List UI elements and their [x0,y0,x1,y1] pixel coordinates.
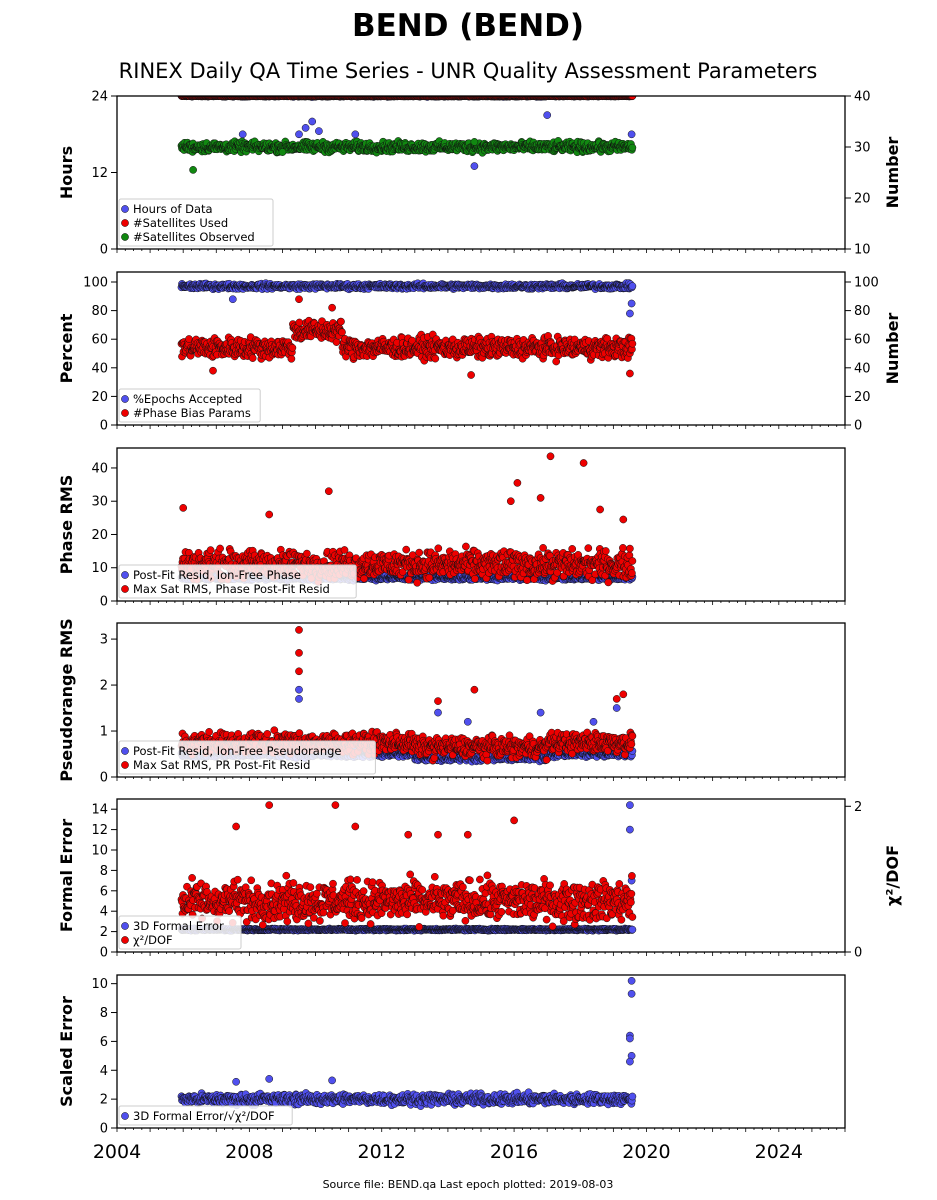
outlier-point [238,130,247,139]
outlier-point [278,148,287,156]
panel-1-points [177,96,637,174]
data-point [337,317,345,326]
outlier-point [295,130,303,139]
data-point [431,354,440,363]
data-point [248,354,257,362]
y-axis-label-right: Number [883,313,902,385]
y-right-tick-label: 30 [854,141,871,156]
outlier-point [626,369,634,378]
outlier-point [295,295,303,304]
outlier-point [470,162,479,170]
data-point [628,339,637,348]
outlier-point [315,127,323,135]
y-tick-label: 12 [91,166,108,181]
legend: Hours of Data#Satellites Used#Satellites… [118,198,274,247]
y-tick-label: 100 [83,276,108,291]
outlier-point [627,299,636,308]
series--epochs-accepted [177,279,637,318]
data-point [287,354,296,363]
y-right-tick-label: 20 [854,192,871,207]
data-point [288,343,297,352]
outlier-point [228,295,237,304]
outlier-point [301,124,310,132]
y-right-tick-label: 80 [854,304,871,319]
legend-entry: #Phase Bias Params [133,406,251,420]
legend-marker [121,219,129,227]
y-tick-label: 80 [91,304,108,319]
outlier-point [328,303,336,312]
y-tick-label: 20 [91,390,108,405]
legend-frame [118,198,274,247]
data-point [338,328,346,337]
legend-marker [121,233,129,241]
y-axis-label: Hours [57,146,76,199]
y-right-tick-label: 100 [854,276,879,291]
y-right-tick-label: 40 [854,90,871,105]
series-hours-of-data [177,96,637,170]
y-right-tick-label: 0 [854,419,862,434]
data-point [628,282,637,290]
y-tick-label: 24 [91,90,108,105]
data-point [628,143,637,152]
outlier-point [209,366,217,375]
y-axis-label: Percent [57,313,76,383]
outlier-point [626,309,634,318]
data-point [408,336,417,345]
y-right-tick-label: 60 [854,333,871,348]
outlier-point [351,130,360,139]
legend-entry: #Satellites Observed [133,230,255,244]
legend-marker [121,205,129,213]
legend-entry: %Epochs Accepted [133,392,242,406]
data-point [603,334,612,343]
y-right-tick-label: 10 [854,243,871,258]
outlier-point [308,117,317,126]
legend-frame [118,388,261,423]
outlier-point [543,111,552,119]
legend: %Epochs Accepted#Phase Bias Params [118,388,261,423]
legend-entry: Hours of Data [133,202,213,216]
panel-2-points [177,279,637,379]
series--phase-bias-params [177,295,637,379]
y-tick-label: 40 [91,361,108,376]
legend-entry: #Satellites Used [133,216,228,230]
y-axis-label-right: Number [883,137,902,209]
outlier-point [467,371,475,379]
y-tick-label: 60 [91,333,108,348]
series--satellites-observed [177,137,637,174]
y-tick-label: 0 [100,243,108,258]
outlier-point [627,130,636,139]
y-right-tick-label: 20 [854,390,871,405]
outlier-point [470,138,479,146]
legend-marker [121,409,129,417]
figure-title: BEND (BEND) [352,8,584,44]
figure-subtitle: RINEX Daily QA Time Series - UNR Quality… [119,59,818,83]
y-right-tick-label: 40 [854,361,871,376]
legend-marker [121,395,129,403]
panel-2: 0 20 40 60 80 100 0 20 40 60 80 100 Number Percent %Ep… [57,271,902,434]
data-point [295,318,304,327]
y-tick-label: 0 [100,419,108,434]
outlier-point [189,166,197,174]
